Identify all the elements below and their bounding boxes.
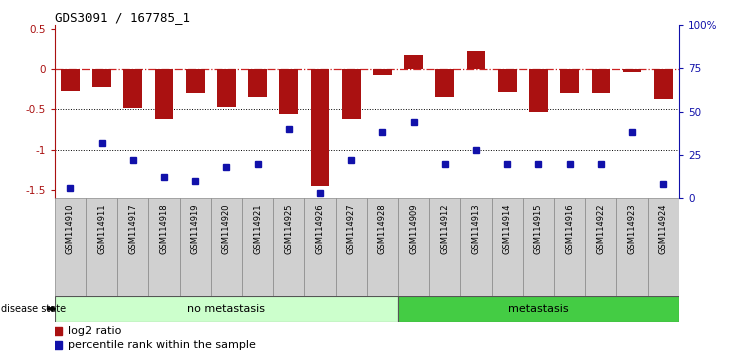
Bar bbox=[280, 69, 298, 114]
Text: log2 ratio: log2 ratio bbox=[69, 326, 122, 336]
Text: metastasis: metastasis bbox=[508, 304, 569, 314]
Bar bbox=[148, 198, 180, 296]
Bar bbox=[304, 198, 336, 296]
Bar bbox=[86, 198, 117, 296]
Bar bbox=[61, 69, 80, 91]
Bar bbox=[398, 296, 679, 322]
Text: disease state: disease state bbox=[1, 304, 66, 314]
Bar bbox=[311, 69, 329, 186]
Bar bbox=[591, 69, 610, 92]
Bar bbox=[92, 69, 111, 87]
Text: GSM114927: GSM114927 bbox=[347, 203, 356, 254]
Text: GSM114917: GSM114917 bbox=[128, 203, 137, 254]
Bar bbox=[342, 69, 361, 119]
Bar bbox=[466, 51, 485, 69]
Bar bbox=[55, 198, 86, 296]
Bar bbox=[55, 296, 398, 322]
Bar bbox=[336, 198, 366, 296]
Text: GSM114921: GSM114921 bbox=[253, 203, 262, 253]
Bar bbox=[404, 55, 423, 69]
Bar bbox=[461, 198, 492, 296]
Bar bbox=[585, 198, 616, 296]
Bar bbox=[523, 198, 554, 296]
Text: GSM114922: GSM114922 bbox=[596, 203, 605, 253]
Text: GSM114909: GSM114909 bbox=[409, 203, 418, 253]
Text: GSM114926: GSM114926 bbox=[315, 203, 325, 254]
Bar bbox=[616, 198, 648, 296]
Text: GSM114912: GSM114912 bbox=[440, 203, 450, 253]
Text: GSM114920: GSM114920 bbox=[222, 203, 231, 253]
Text: GSM114924: GSM114924 bbox=[658, 203, 668, 253]
Bar bbox=[217, 69, 236, 107]
Bar bbox=[180, 198, 211, 296]
Bar bbox=[248, 69, 267, 97]
Text: GSM114911: GSM114911 bbox=[97, 203, 106, 253]
Bar bbox=[554, 198, 585, 296]
Bar bbox=[492, 198, 523, 296]
Text: no metastasis: no metastasis bbox=[188, 304, 266, 314]
Text: GSM114919: GSM114919 bbox=[191, 203, 200, 253]
Text: GSM114915: GSM114915 bbox=[534, 203, 543, 253]
Bar bbox=[398, 198, 429, 296]
Bar bbox=[561, 69, 579, 93]
Text: GSM114916: GSM114916 bbox=[565, 203, 575, 254]
Text: GSM114910: GSM114910 bbox=[66, 203, 75, 253]
Bar bbox=[123, 69, 142, 108]
Text: GSM114913: GSM114913 bbox=[472, 203, 480, 254]
Text: GDS3091 / 167785_1: GDS3091 / 167785_1 bbox=[55, 11, 190, 24]
Bar bbox=[117, 198, 148, 296]
Bar bbox=[648, 198, 679, 296]
Bar bbox=[186, 69, 204, 93]
Bar bbox=[623, 69, 642, 72]
Bar bbox=[429, 198, 461, 296]
Text: percentile rank within the sample: percentile rank within the sample bbox=[69, 340, 256, 350]
Text: GSM114918: GSM114918 bbox=[159, 203, 169, 254]
Bar bbox=[155, 69, 173, 119]
Text: GSM114923: GSM114923 bbox=[628, 203, 637, 254]
Bar bbox=[654, 69, 672, 99]
Text: GSM114925: GSM114925 bbox=[284, 203, 293, 253]
Bar bbox=[366, 198, 398, 296]
Bar bbox=[211, 198, 242, 296]
Bar bbox=[498, 69, 517, 92]
Bar bbox=[242, 198, 273, 296]
Text: GSM114914: GSM114914 bbox=[503, 203, 512, 253]
Text: GSM114928: GSM114928 bbox=[378, 203, 387, 254]
Bar bbox=[529, 69, 548, 112]
Bar bbox=[273, 198, 304, 296]
Bar bbox=[373, 69, 392, 75]
Bar bbox=[436, 69, 454, 97]
